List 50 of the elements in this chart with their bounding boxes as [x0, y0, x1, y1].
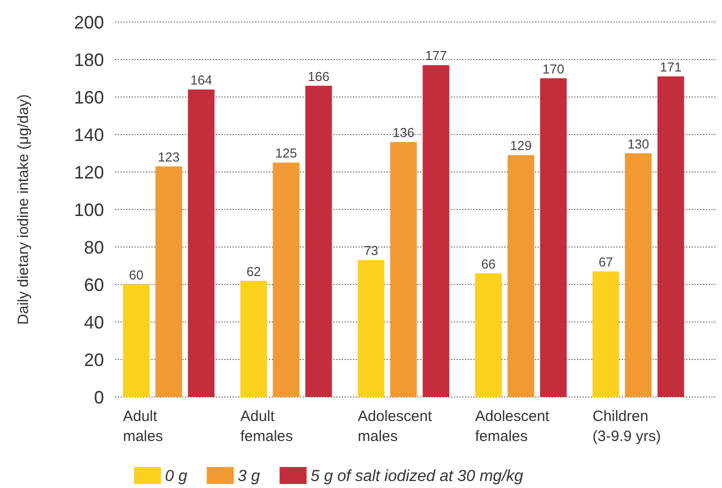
data-label: 123 [158, 149, 180, 164]
bar [122, 284, 150, 397]
data-label: 177 [425, 48, 447, 64]
bar [508, 155, 534, 397]
y-tick-label: 120 [74, 162, 104, 182]
bar [188, 90, 215, 397]
legend-label: 0 g [165, 468, 188, 485]
data-label: 66 [481, 256, 496, 272]
y-tick-label: 160 [74, 87, 104, 108]
y-tick-label: 40 [84, 312, 104, 332]
legend-label: 5 g of salt iodized at 30 mg/kg [310, 468, 524, 485]
data-label: 125 [275, 146, 297, 161]
bar [305, 86, 332, 397]
bar [155, 166, 182, 397]
data-label: 136 [392, 125, 414, 140]
data-label: 171 [660, 59, 682, 74]
data-label: 60 [129, 268, 144, 282]
x-tick-label: Children (3-9.9 yrs) [592, 408, 661, 445]
y-tick-label: 200 [74, 12, 104, 32]
data-label: 166 [308, 68, 330, 84]
bar [390, 142, 417, 397]
data-label: 62 [246, 264, 261, 279]
bar [540, 78, 567, 397]
bar [657, 76, 684, 397]
bar [422, 65, 450, 397]
x-tick-label: Adolescent males [358, 408, 433, 445]
data-label: 164 [190, 72, 212, 88]
bar [624, 153, 652, 397]
y-tick-label: 0 [94, 387, 104, 408]
bar [240, 280, 267, 397]
y-tick-label: 140 [74, 124, 104, 145]
x-tick-label: Adult males [122, 408, 163, 445]
bar [592, 271, 620, 397]
y-tick-label: 180 [74, 50, 104, 70]
y-tick-label: 80 [84, 237, 104, 258]
y-tick-label: 20 [84, 350, 104, 370]
legend-label: 3 g [238, 468, 260, 485]
bar [475, 273, 502, 397]
data-label: 73 [364, 243, 378, 258]
data-label: 170 [542, 61, 564, 76]
y-tick-label: 60 [84, 274, 104, 295]
data-label: 67 [598, 254, 614, 270]
y-tick-label: 100 [74, 200, 104, 220]
data-label: 130 [627, 136, 650, 152]
x-tick-label: Adult females [240, 408, 293, 445]
data-label: 129 [510, 138, 532, 154]
bar [358, 260, 384, 397]
y-axis-title: Daily dietary iodine intake (μg/day) [15, 94, 32, 325]
bar [272, 162, 300, 397]
x-tick-label: Adolescent females [475, 408, 550, 445]
